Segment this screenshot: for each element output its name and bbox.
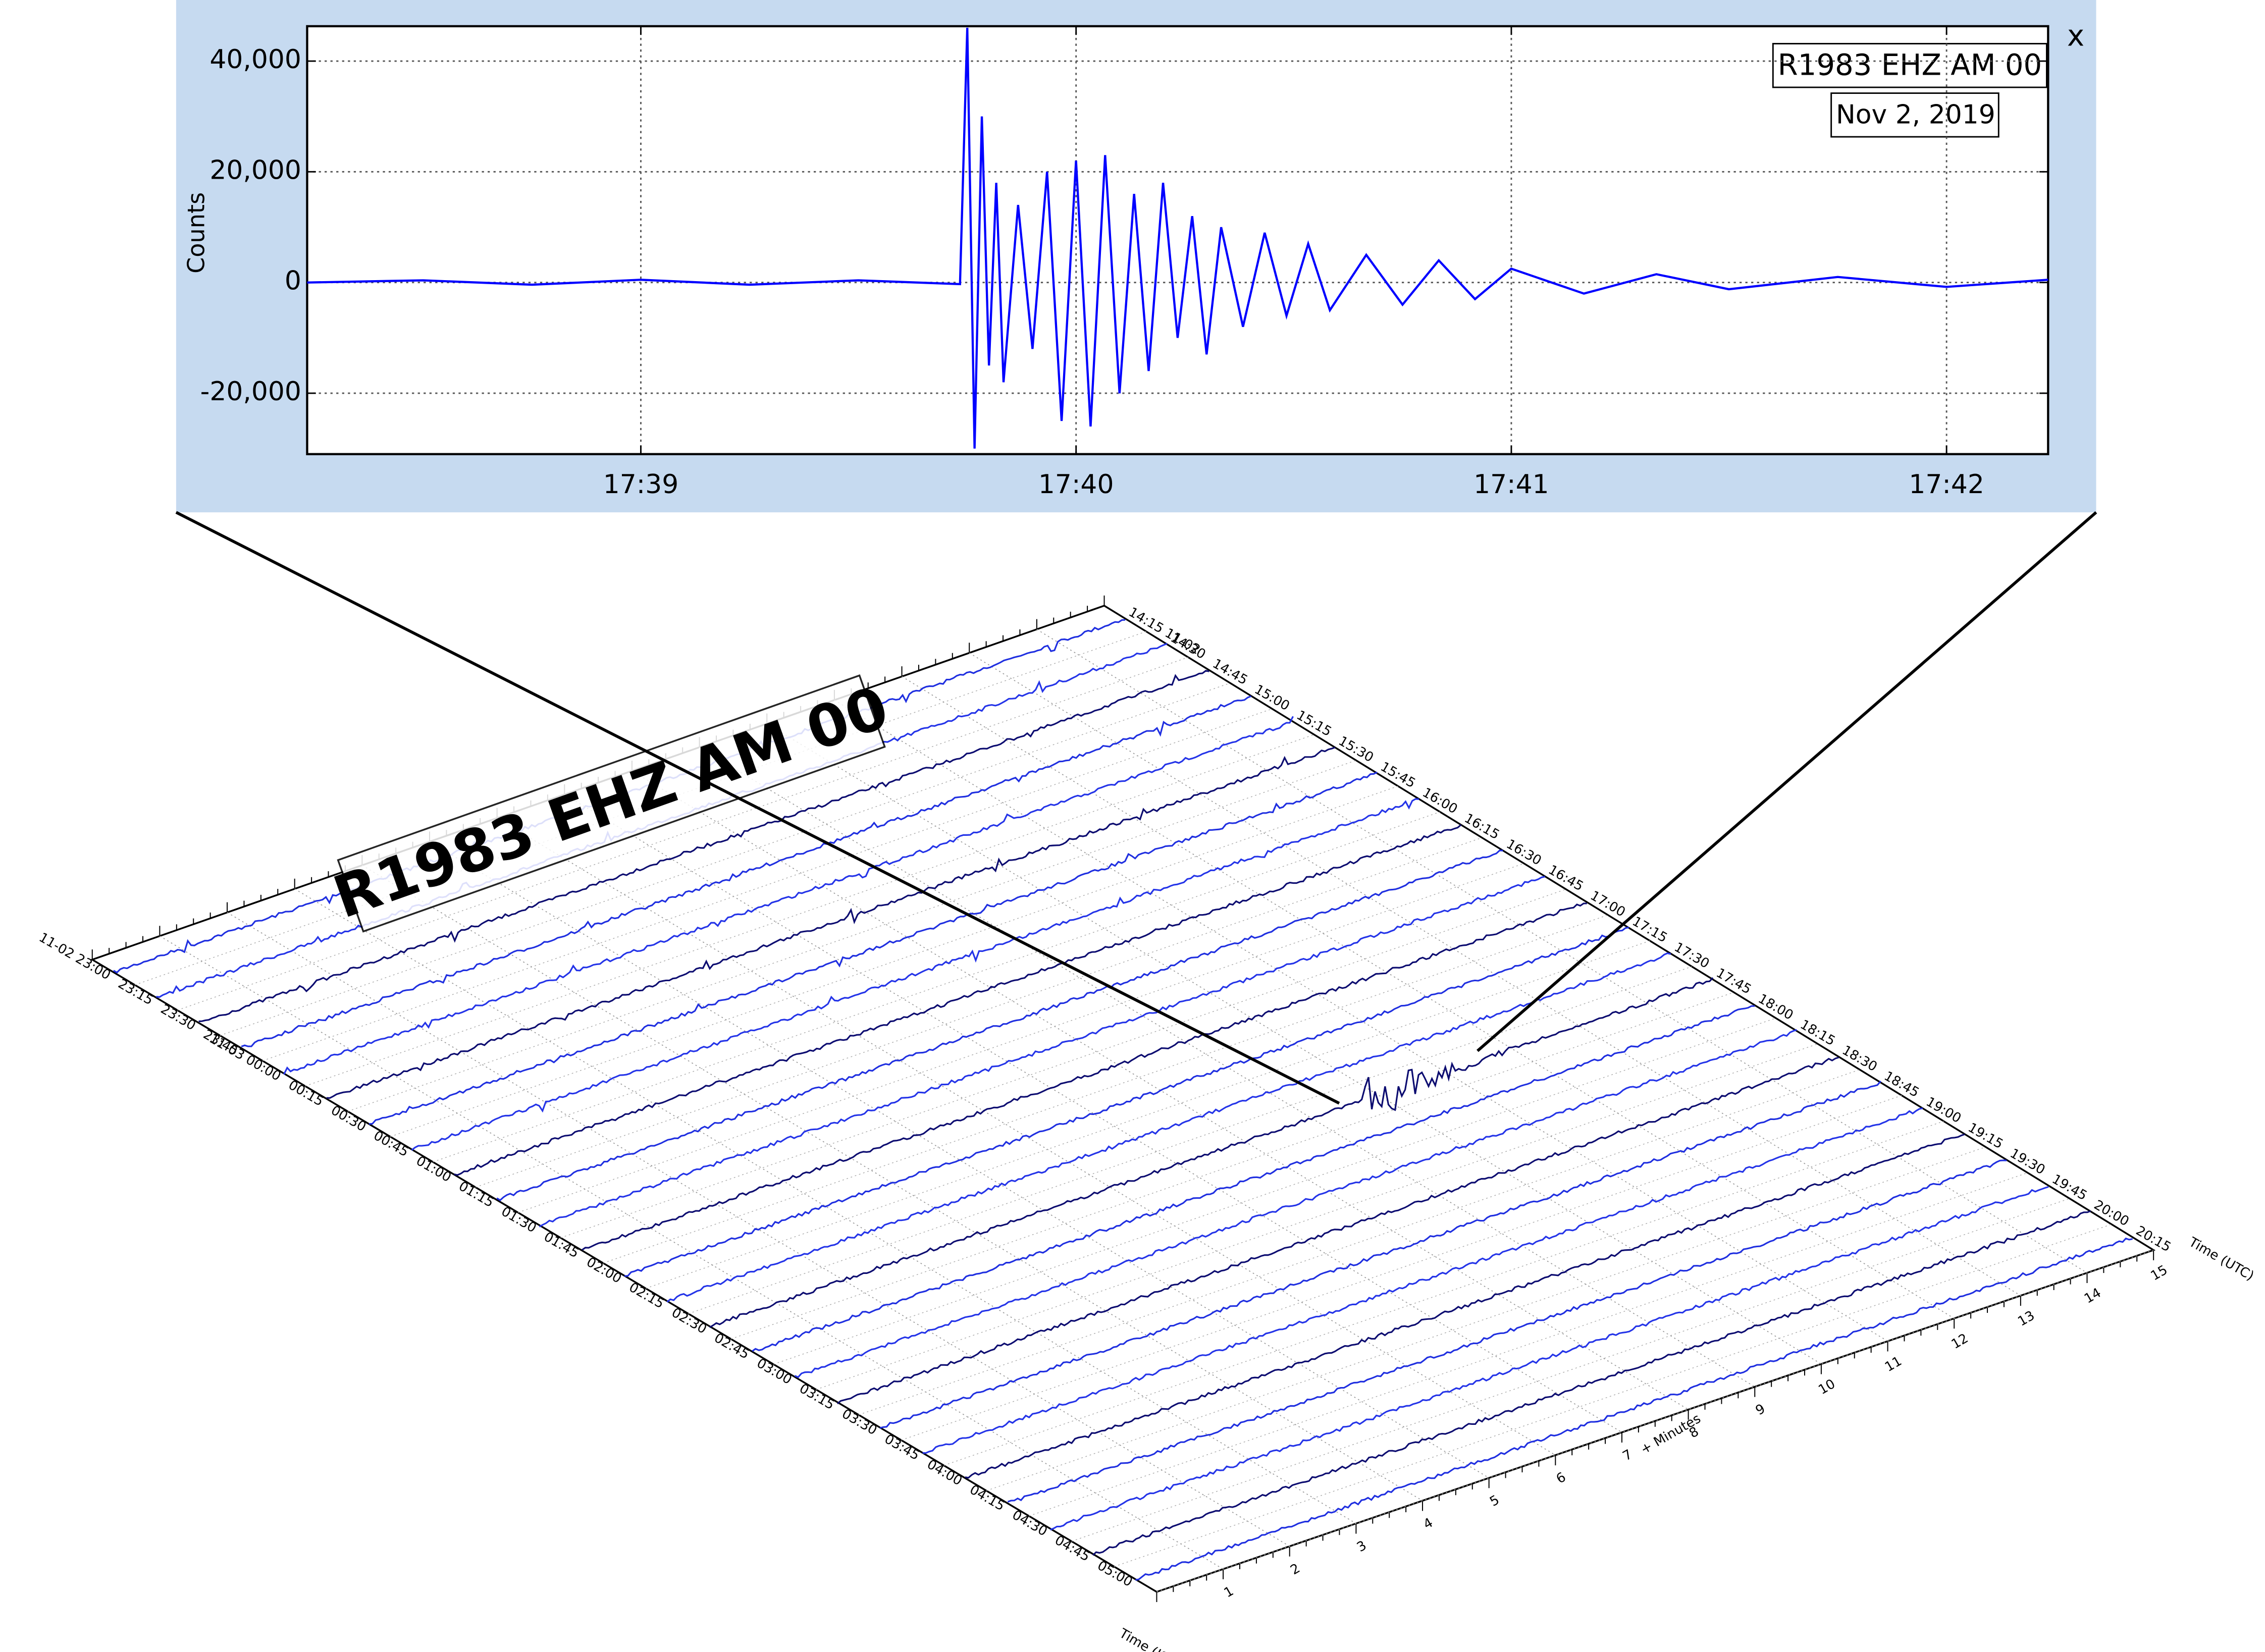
- trace: [411, 798, 1419, 1151]
- trace: [1007, 1159, 2007, 1503]
- minute-tick-label: 13: [2015, 1308, 2037, 1329]
- row-grid: [347, 760, 1356, 1112]
- minute-tick-label: 3: [1354, 1538, 1369, 1555]
- row-grid: [943, 1121, 1944, 1466]
- trace: [922, 1107, 1923, 1454]
- trace: [709, 977, 1714, 1328]
- trace: [581, 902, 1587, 1251]
- minute-tick-label: 4: [1421, 1515, 1436, 1532]
- row-grid: [901, 1095, 1902, 1441]
- trace: [496, 849, 1503, 1201]
- trace: [1135, 1237, 2133, 1581]
- legend-box: [1772, 43, 2047, 88]
- trace: [539, 876, 1545, 1228]
- trace: [1049, 1186, 2049, 1531]
- row-grid: [177, 657, 1189, 1011]
- x-tick-label: 17:40: [1038, 469, 1114, 500]
- row-grid: [433, 811, 1440, 1162]
- y-tick-label: 20,000: [209, 155, 301, 185]
- trace: [241, 695, 1252, 1047]
- utc-axis-label: Time (UTC): [2186, 1234, 2256, 1284]
- minute-tick-label: 11: [1882, 1354, 1905, 1375]
- minute-grid: [294, 888, 1356, 1524]
- x-tick-label: 17:42: [1909, 469, 1984, 500]
- trace: [794, 1029, 1797, 1378]
- minute-tick-label: 5: [1487, 1493, 1502, 1510]
- row-grid: [262, 708, 1273, 1061]
- y-tick-label: 40,000: [209, 44, 301, 75]
- y-axis-label: Counts: [183, 192, 210, 274]
- row-grid: [475, 837, 1483, 1188]
- x-tick-label: 17:39: [603, 469, 679, 500]
- date-box: [1830, 92, 1999, 138]
- trace: [454, 824, 1462, 1176]
- trace: [368, 771, 1378, 1125]
- trace: [198, 670, 1209, 1023]
- minute-grid: [564, 794, 1622, 1433]
- minute-grid: [497, 818, 1556, 1456]
- minute-tick-label: 15: [2148, 1262, 2171, 1284]
- minute-grid: [159, 935, 1224, 1570]
- x-tick-label: 17:41: [1473, 469, 1549, 500]
- date-annotation: Nov 2, 2019: [1836, 100, 1995, 130]
- row-grid: [816, 1043, 1818, 1390]
- minute-grid: [631, 770, 1689, 1410]
- close-button[interactable]: x: [2067, 19, 2084, 53]
- trace: [283, 716, 1294, 1075]
- trace: [836, 1056, 1839, 1405]
- trace: [666, 952, 1671, 1303]
- trace: [879, 1080, 1881, 1429]
- trace: [326, 747, 1336, 1099]
- minute-tick-label: 1: [1222, 1583, 1236, 1601]
- minute-tick-label: 7: [1620, 1447, 1635, 1464]
- minute-grid: [361, 865, 1423, 1502]
- plot-area: [306, 25, 2049, 455]
- jst-axis-label: Time (JST): [1116, 1626, 1182, 1652]
- row-grid: [1071, 1198, 2070, 1542]
- trace: [1092, 1210, 2091, 1556]
- row-grid: [1156, 1249, 2154, 1592]
- trace: [965, 1133, 1965, 1479]
- row-grid: [560, 889, 1566, 1239]
- minute-grid: [429, 841, 1490, 1478]
- minute-tick-label: 2: [1288, 1561, 1302, 1578]
- y-tick-label: -20,000: [200, 377, 301, 407]
- station-label-box: [337, 674, 886, 933]
- y-tick-label: 0: [285, 266, 301, 296]
- row-grid: [1029, 1172, 2028, 1517]
- row-grid: [390, 785, 1398, 1137]
- trace: [752, 1005, 1755, 1352]
- row-grid: [1114, 1223, 2112, 1567]
- minute-tick-label: 6: [1554, 1470, 1568, 1487]
- connector-line: [1477, 511, 2097, 1052]
- minute-tick-label: 10: [1816, 1376, 1838, 1398]
- trace: [624, 926, 1629, 1277]
- row-grid: [517, 863, 1524, 1213]
- row-grid: [986, 1146, 1986, 1491]
- minute-tick-label: 14: [2082, 1285, 2104, 1306]
- connector-line: [175, 511, 1340, 1105]
- row-grid: [858, 1069, 1860, 1415]
- minute-grid: [227, 912, 1290, 1547]
- row-grid: [220, 682, 1231, 1036]
- minute-grid: [834, 700, 1888, 1342]
- legend-entry: R1983 EHZ AM 00: [1778, 47, 2042, 82]
- waveform: [307, 28, 2048, 449]
- minute-tick-label: 9: [1753, 1401, 1768, 1418]
- row-grid: [305, 734, 1314, 1087]
- minute-tick-label: 12: [1949, 1331, 1971, 1352]
